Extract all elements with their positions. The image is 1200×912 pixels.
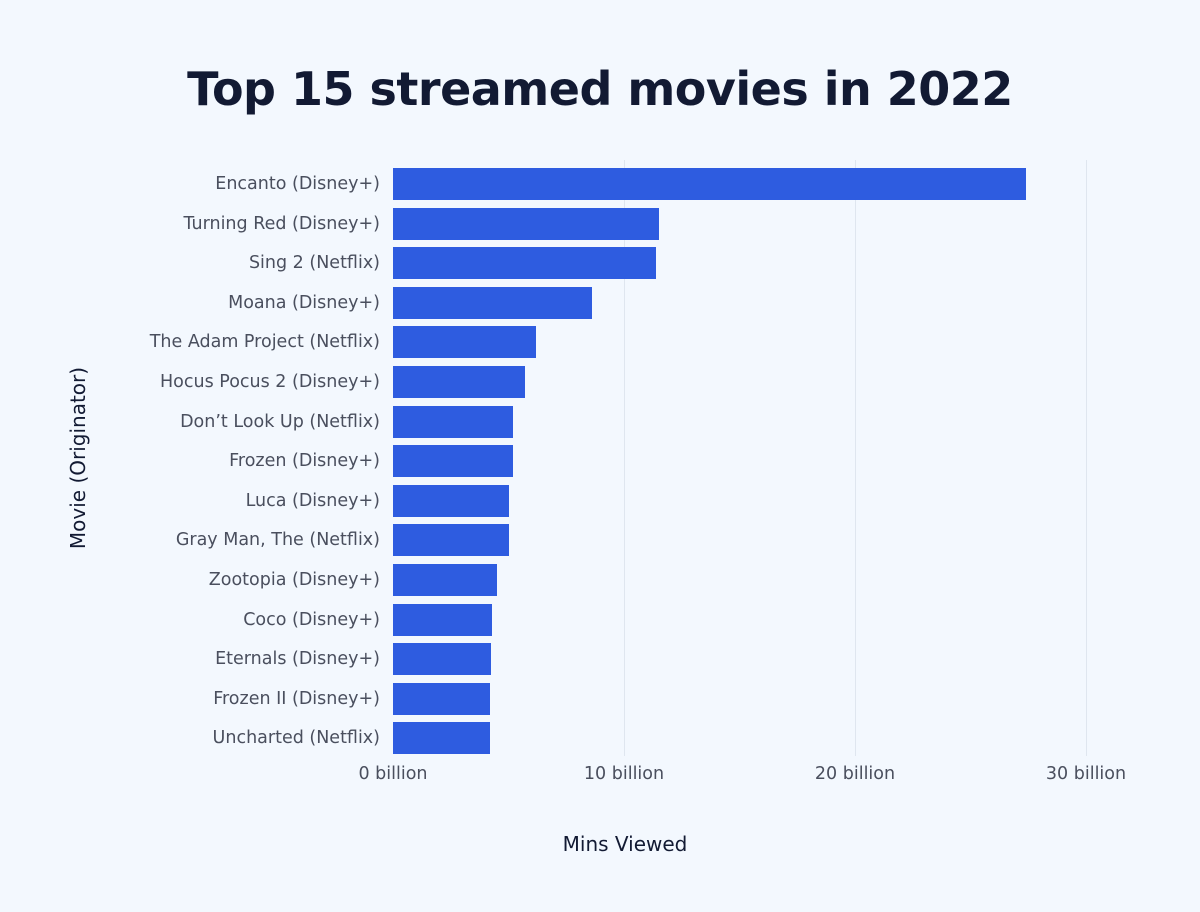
bar [393,326,537,359]
gridline [624,160,625,756]
bar [393,603,493,636]
category-label: Sing 2 (Netflix) [248,253,380,274]
bar [393,405,514,438]
category-label: Encanto (Disney+) [215,174,380,194]
bar [393,484,509,517]
x-axis-label: Mins Viewed [562,832,688,856]
category-label: Hocus Pocus 2 (Disney+) [160,372,380,392]
category-label: Coco (Disney+) [243,609,380,630]
category-label: Frozen II (Disney+) [213,688,380,709]
x-tick-label: 10 billion [583,764,665,784]
category-label: Zootopia (Disney+) [208,570,380,590]
category-label: Don’t Look Up (Netflix) [180,411,380,432]
bar [393,564,497,596]
x-tick-label: 20 billion [814,764,896,784]
category-label: Turning Red (Disney+) [183,213,380,234]
bar [393,722,491,755]
x-tick-label: 30 billion [1045,764,1127,784]
bar [393,643,492,676]
x-tick-label: 0 billion [358,764,428,784]
category-label: The Adam Project (Netflix) [149,332,380,353]
bar [393,445,514,478]
bar [393,286,592,319]
bar [393,682,491,715]
bar [393,524,509,557]
chart-title: Top 15 streamed movies in 2022 [187,62,1013,116]
category-label: Frozen (Disney+) [229,451,380,472]
gridline [855,160,856,756]
category-label: Luca (Disney+) [245,490,380,511]
gridline [1086,160,1087,756]
category-label: Uncharted (Netflix) [212,728,380,749]
bar [393,168,1026,200]
bar [393,247,657,280]
plot-area: Encanto (Disney+) Turning Red (Disney+) Si… [150,160,1087,756]
category-label: Moana (Disney+) [228,292,380,313]
category-label: Gray Man, The (Netflix) [175,530,380,551]
y-axis-label: Movie (Originator) [66,366,90,550]
bar [393,207,659,240]
bar [393,366,525,398]
category-label: Eternals (Disney+) [215,649,380,670]
